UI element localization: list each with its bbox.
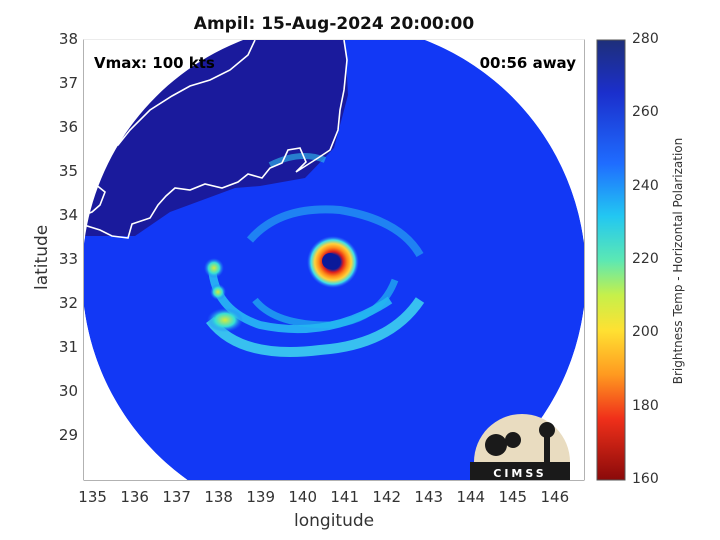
y-tick-label: 29 — [58, 426, 78, 444]
colorbar-tick-label: 260 — [632, 104, 659, 121]
rainband-coast — [268, 153, 327, 168]
x-tick-label: 136 — [120, 488, 149, 506]
y-tick-label: 32 — [58, 294, 78, 312]
colorbar — [596, 39, 626, 481]
warm-cell-2 — [204, 258, 224, 278]
warm-cell-1 — [207, 308, 243, 332]
rainband-outer — [206, 297, 425, 357]
y-tick-label: 31 — [58, 338, 78, 356]
y-axis-label: latitude — [32, 224, 52, 290]
x-tick-label: 140 — [288, 488, 318, 506]
colorbar-tick-label: 180 — [632, 397, 659, 414]
vmax-label: Vmax: 100 kts — [94, 54, 215, 72]
x-tick-label: 145 — [498, 488, 528, 506]
x-tick-label: 137 — [162, 488, 191, 506]
rainband-inner — [252, 278, 399, 329]
colorbar-tick-label: 220 — [632, 251, 659, 267]
x-tick-label: 143 — [414, 488, 444, 506]
map-title: Ampil: 15-Aug-2024 20:00:00 — [193, 14, 475, 34]
logo-text: CIMSS — [493, 467, 546, 480]
colorbar-label: Brightness Temp - Horizontal Polarizatio… — [671, 137, 685, 385]
x-tick-label: 138 — [204, 488, 233, 506]
x-axis-label: longitude — [294, 511, 375, 531]
x-tick-label: 142 — [372, 488, 402, 506]
y-tick-label: 30 — [58, 382, 78, 400]
x-tick-label: 144 — [456, 488, 486, 506]
y-tick-label: 38 — [58, 30, 78, 48]
colorbar-tick-label: 200 — [632, 324, 659, 341]
coastline — [84, 40, 348, 239]
y-tick-label: 34 — [58, 206, 78, 224]
y-tick-label: 36 — [58, 118, 78, 136]
colorbar-tick-label: 240 — [632, 177, 659, 194]
cimss-logo: CIMSS — [470, 414, 570, 480]
y-tick-label: 35 — [58, 162, 78, 180]
away-label: 00:56 away — [479, 54, 576, 72]
x-tick-label: 135 — [78, 488, 107, 506]
x-tick-label: 141 — [330, 488, 360, 506]
colorbar-tick-label: 160 — [632, 471, 659, 487]
x-tick-label: 146 — [540, 488, 570, 506]
colorbar-tick-label: 280 — [632, 31, 659, 47]
x-tick-label: 139 — [246, 488, 275, 506]
y-tick-label: 33 — [58, 250, 78, 268]
warm-cell-3 — [210, 284, 226, 300]
storm-eye — [322, 253, 338, 269]
rainband-north — [246, 205, 424, 258]
y-tick-label: 37 — [58, 74, 78, 92]
